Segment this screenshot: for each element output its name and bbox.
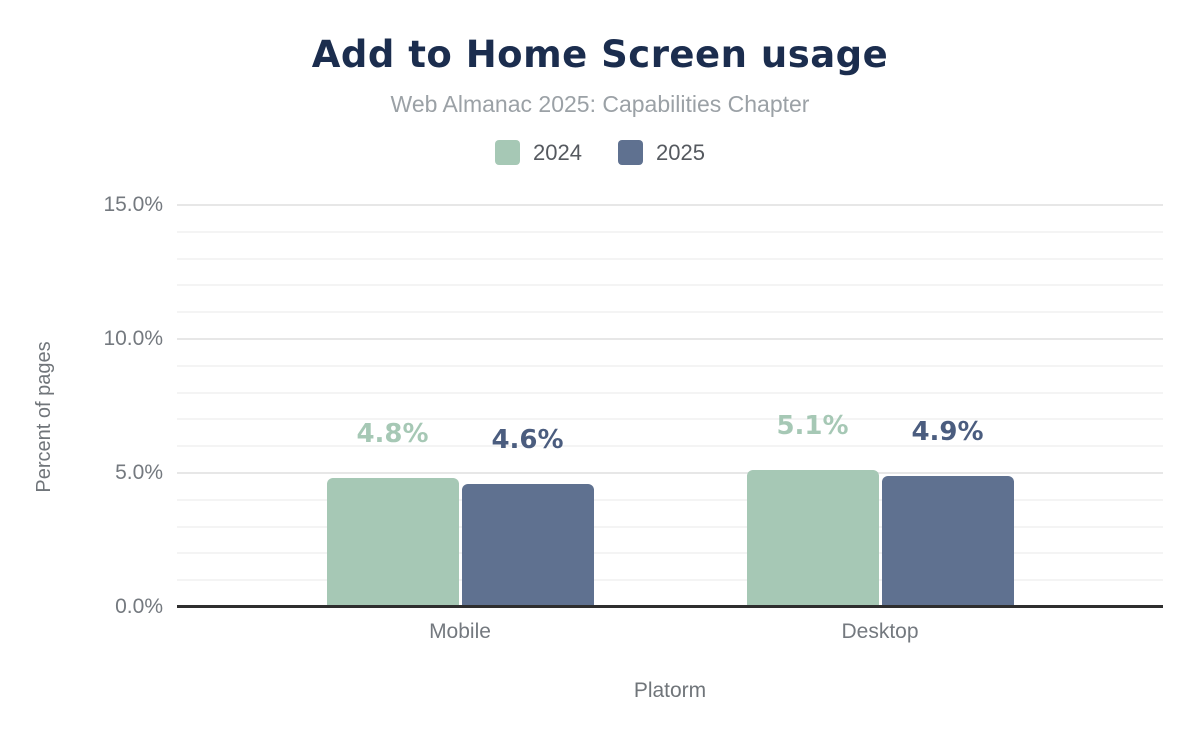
bar-desktop-2024[interactable] [746,470,879,607]
x-axis-title: Platorm [633,679,707,702]
legend-item-2025[interactable]: 2025 [618,140,705,165]
value-label-desktop-2024: 5.1% [776,411,849,442]
gridline-5pct [177,472,1163,474]
gridline-12pct [177,284,1163,287]
y-tick-label-5pct: 5.0% [115,461,163,484]
legend-label-2024: 2024 [533,140,582,165]
gridline-7pct [177,418,1163,421]
gridline-9pct [177,364,1163,367]
gridline-10pct [177,338,1163,340]
gridline-3pct [177,525,1163,528]
gridline-14pct [177,230,1163,233]
gridline-13pct [177,257,1163,260]
chart-title: Add to Home Screen usage [311,33,889,76]
bar-mobile-2025[interactable] [461,483,594,607]
gridline-15pct [177,204,1163,206]
y-tick-label-15pct: 15.0% [103,193,163,216]
legend-label-2025: 2025 [656,140,705,165]
legend: 2024 2025 [0,140,1200,165]
x-tick-label-desktop: Desktop [841,620,919,643]
x-axis-line [177,605,1163,608]
legend-swatch-2025-icon [618,140,643,165]
value-label-mobile-2024: 4.8% [356,419,429,450]
bar-mobile-2024[interactable] [326,478,459,607]
legend-swatch-2024-icon [495,140,521,165]
gridline-6pct [177,445,1163,448]
value-label-mobile-2025: 4.6% [491,424,564,455]
value-label-desktop-2025: 4.9% [911,416,984,447]
legend-item-2024[interactable]: 2024 [495,140,582,165]
gridline-8pct [177,391,1163,394]
y-tick-label-10pct: 10.0% [103,327,163,350]
gridline-4pct [177,498,1163,501]
x-tick-label-mobile: Mobile [429,620,491,643]
gridline-11pct [177,311,1163,314]
gridline-2pct [177,552,1163,555]
chart-subtitle: Web Almanac 2025: Capabilities Chapter [390,91,810,117]
bar-desktop-2025[interactable] [881,475,1014,607]
y-tick-label-0pct: 0.0% [115,595,163,618]
gridline-1pct [177,579,1163,582]
